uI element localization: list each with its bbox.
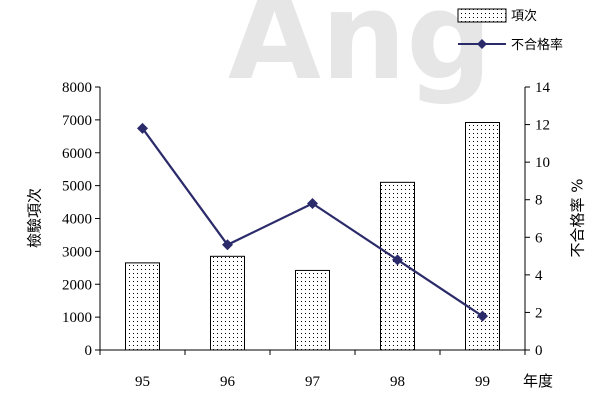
y-left-tick-label: 8000 (62, 80, 92, 96)
watermark: Ang (228, 0, 492, 107)
x-tick-label: 97 (305, 374, 321, 390)
bar-95 (125, 262, 160, 351)
y-left-tick-label: 7000 (62, 113, 92, 129)
y-left-tick-label: 2000 (62, 277, 92, 293)
rate-marker-97 (307, 197, 318, 209)
line-series-group (137, 122, 488, 322)
y-left-tick-label: 4000 (62, 212, 92, 228)
rate-marker-98 (392, 254, 403, 266)
rate-marker-96 (222, 239, 233, 251)
legend-bar-swatch (457, 8, 507, 23)
legend-line-label: 不合格率 (511, 37, 563, 53)
legend-line-marker (477, 39, 487, 49)
x-tick-label: 96 (220, 374, 236, 390)
y-right-ticks: 0 2 4 6 8 10 12 14 (525, 80, 551, 359)
y-left-tick-label: 5000 (62, 179, 92, 195)
x-tick-label: 99 (475, 374, 490, 390)
legend-bar-label: 項次 (511, 8, 537, 24)
rate-marker-95 (137, 122, 148, 134)
y-right-tick-label: 2 (535, 305, 543, 321)
x-ticks: 95 96 97 98 99 (99, 350, 526, 390)
y-right-tick-label: 14 (535, 80, 551, 96)
bars-group (125, 122, 500, 351)
y-left-tick-label: 0 (85, 343, 93, 359)
bar-97 (295, 269, 330, 351)
y-right-tick-label: 6 (535, 230, 543, 246)
y-left-tick-label: 3000 (62, 244, 92, 260)
legend: 項次 不合格率 (457, 8, 563, 53)
x-tick-label: 95 (135, 374, 150, 390)
y-left-ticks: 0 1000 2000 3000 4000 5000 6000 7000 8000 (62, 80, 100, 359)
y-right-tick-label: 0 (535, 343, 543, 359)
rate-marker-99 (477, 310, 488, 322)
x-tick-label: 98 (390, 374, 405, 390)
y-right-tick-label: 10 (535, 155, 550, 171)
y-left-tick-label: 6000 (62, 146, 92, 162)
y-right-tick-label: 8 (535, 193, 543, 209)
x-axis-label: 年度 (523, 372, 553, 390)
y-right-tick-label: 12 (535, 118, 550, 134)
y-right-tick-label: 4 (535, 268, 543, 284)
y-axis-left-label: 檢驗項次 (26, 188, 44, 248)
bar-98 (380, 181, 415, 351)
y-axis-right-label: 不合格率 % (569, 178, 587, 257)
y-left-tick-label: 1000 (62, 310, 92, 326)
bar-96 (210, 255, 245, 351)
